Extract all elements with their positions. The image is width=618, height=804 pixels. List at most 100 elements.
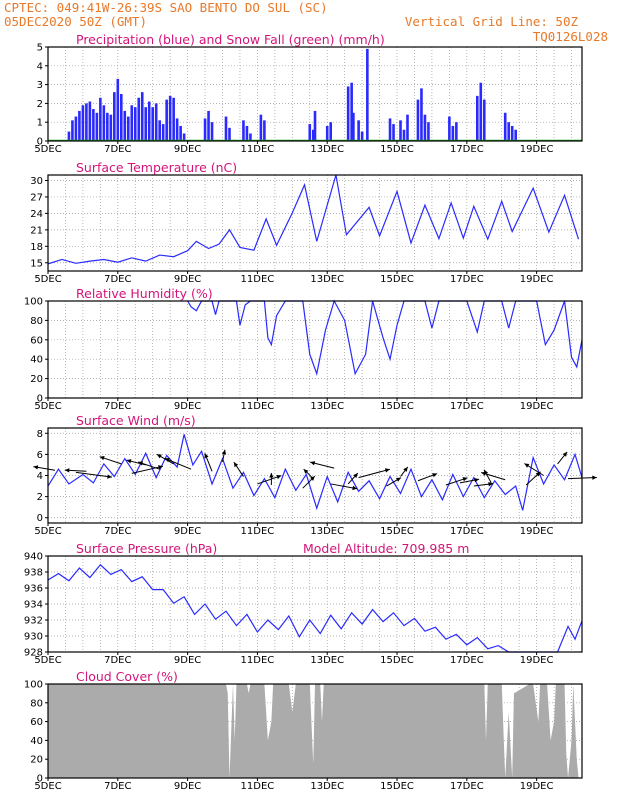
precip-bar [168, 95, 172, 141]
precip-bar [172, 97, 175, 141]
y-tick-label: 24 [30, 209, 43, 220]
x-tick-label: 9DEC [174, 655, 201, 666]
precip-bar [224, 116, 228, 141]
precipitation-frame [47, 46, 583, 142]
x-tick-label: 5DEC [34, 144, 61, 155]
precip-bar [482, 99, 486, 141]
temperature-panel: 15 18 21 24 27 30 5DEC 7DEC 9DEC 11DEC 13DEC 15DEC 1… [30, 160, 583, 285]
precip-bar [144, 107, 148, 141]
precip-bar [95, 112, 99, 141]
temperature-line [47, 174, 580, 265]
x-tick-label: 19DEC [520, 781, 554, 792]
x-tick-label: 11DEC [241, 655, 275, 666]
precip-bar [503, 112, 507, 141]
precip-bar [182, 133, 186, 141]
y-tick-label: 3 [37, 80, 43, 91]
x-tick-label: 9DEC [174, 144, 201, 155]
x-tick-label: 11DEC [241, 274, 275, 285]
y-tick-label: 936 [24, 584, 43, 595]
x-tick-label: 15DEC [380, 274, 414, 285]
y-tick-label: 18 [30, 242, 43, 253]
x-tick-label: 11DEC [241, 526, 275, 537]
precip-bar [455, 122, 458, 141]
precip-bar [451, 125, 455, 141]
precip-bar [507, 122, 511, 141]
precip-bar [325, 125, 329, 141]
y-tick-label: 80 [30, 698, 43, 709]
precip-bar [346, 86, 350, 141]
precip-bar [109, 114, 113, 141]
precip-bar [102, 105, 106, 141]
precip-bar [329, 122, 333, 141]
precip-bar [245, 125, 249, 141]
precip-bar [259, 114, 263, 141]
precip-bar [249, 133, 252, 141]
cloud-cover-area [48, 684, 582, 778]
precip-bar [479, 82, 483, 141]
cloud-cover-panel: 0 20 40 60 80 100 5DEC 7DEC 9DEC 11DEC 13DEC 15DEC 1… [24, 669, 583, 792]
precip-bar [137, 97, 141, 141]
y-tick-label: 100 [24, 297, 43, 308]
wind-arrow-head [352, 485, 358, 491]
y-tick-label: 2 [37, 492, 43, 503]
wind-arrow-head [276, 474, 282, 480]
x-tick-label: 19DEC [520, 274, 554, 285]
x-tick-label: 5DEC [34, 526, 61, 537]
precip-bar [406, 114, 409, 141]
y-tick-label: 2 [37, 99, 43, 110]
precip-bar [263, 120, 266, 141]
precipitation-title: Precipitation (blue) and Snow Fall (gree… [76, 32, 385, 47]
precip-bar [67, 131, 71, 141]
y-tick-label: 0 [37, 394, 43, 405]
precip-bar [158, 120, 161, 141]
x-tick-label: 9DEC [174, 781, 201, 792]
wind-arrow-head [64, 468, 70, 473]
wind-arrow-shaft [358, 468, 390, 479]
y-tick-label: 0 [37, 774, 43, 785]
x-tick-label: 17DEC [450, 781, 484, 792]
precip-bar [126, 116, 130, 141]
precip-bar [210, 122, 214, 141]
wind-arrow-head [474, 477, 480, 483]
wind-arrow-head [488, 482, 494, 487]
humidity-plot-area [48, 301, 582, 398]
precip-bar [74, 116, 78, 141]
y-tick-label: 40 [30, 355, 43, 366]
precip-bar [423, 114, 427, 141]
pressure-title: Surface Pressure (hPa) [76, 541, 217, 556]
precip-bar [402, 129, 406, 141]
precip-bar [420, 88, 423, 141]
x-tick-label: 19DEC [520, 655, 554, 666]
precip-bar [92, 109, 95, 141]
y-tick-label: 930 [24, 632, 43, 643]
cloud-cover-title: Cloud Cover (%) [76, 669, 178, 684]
precip-bar [203, 118, 207, 141]
x-tick-label: 5DEC [34, 401, 61, 412]
x-tick-label: 7DEC [104, 144, 131, 155]
precip-bar [147, 101, 151, 141]
precip-bar [81, 105, 85, 141]
x-tick-label: 19DEC [520, 526, 554, 537]
x-tick-label: 13DEC [310, 274, 344, 285]
wind-arrow-head [138, 461, 144, 466]
precip-bar [416, 99, 420, 141]
x-tick-label: 5DEC [34, 655, 61, 666]
wind-arrow-head [592, 475, 597, 480]
cloud-cover-frame [47, 683, 583, 779]
y-tick-label: 934 [24, 600, 43, 611]
y-tick-label: 30 [30, 176, 43, 187]
precip-bar [357, 120, 360, 141]
precip-bar [311, 129, 315, 141]
wind-arrow-shaft [75, 471, 112, 478]
wind-arrow-shaft [164, 457, 192, 470]
precip-bar [366, 48, 369, 141]
wind-arrow-head [403, 466, 408, 472]
wind-arrow-head [353, 473, 358, 478]
x-tick-label: 9DEC [174, 526, 201, 537]
y-tick-label: 60 [30, 335, 43, 346]
x-tick-label: 11DEC [241, 401, 275, 412]
precip-bar [352, 112, 355, 141]
wind-arrow-head [303, 469, 309, 474]
humidity-panel: 0 20 40 60 80 100 5DEC 7DEC 9DEC 11DEC 13DEC 15DEC 1… [24, 286, 583, 412]
